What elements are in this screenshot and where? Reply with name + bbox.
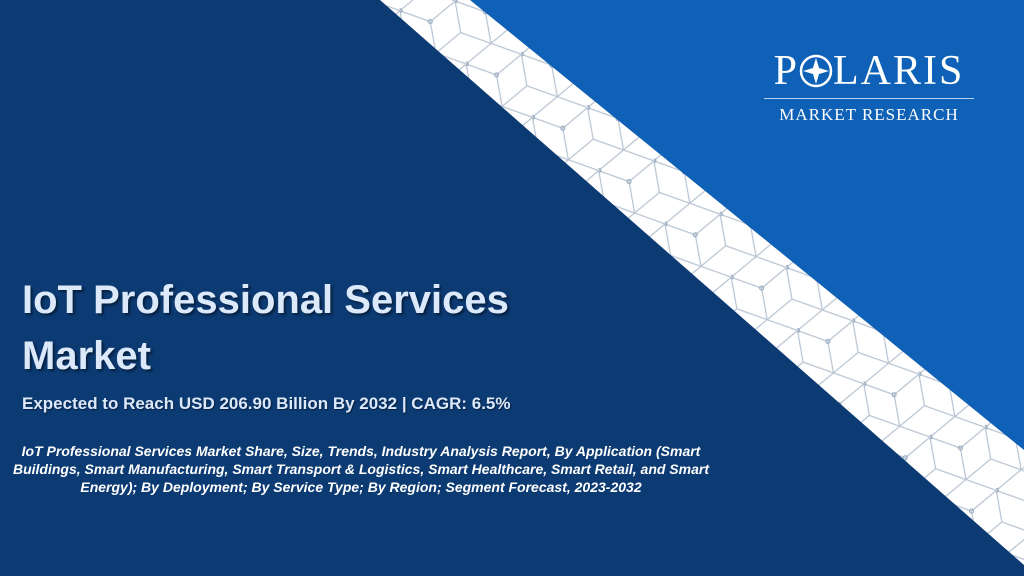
title: IoT Professional Services Market [22,278,509,378]
band-edge [1010,565,1024,576]
description: IoT Professional Services Market Share, … [12,443,709,495]
logo-name: P LARIS [764,48,974,94]
logo-name-start: P [773,48,799,94]
pattern-band [380,0,1024,565]
logo: P LARIS MARKET RESEARCH [764,48,974,125]
logo-tagline: MARKET RESEARCH [779,105,959,124]
logo-rule [764,98,974,99]
subtitle: Expected to Reach USD 206.90 Billion By … [22,394,511,413]
logo-star [799,54,833,88]
logo-name-end: LARIS [833,48,965,94]
